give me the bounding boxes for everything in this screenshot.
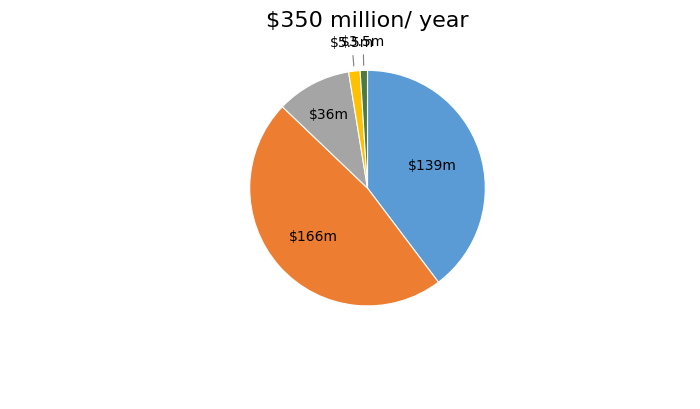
Wedge shape <box>360 70 368 188</box>
Text: $3.5m: $3.5m <box>341 35 385 65</box>
Title: $350 million/ year: $350 million/ year <box>266 11 469 31</box>
Wedge shape <box>282 72 368 188</box>
Wedge shape <box>368 70 485 282</box>
Wedge shape <box>349 71 368 188</box>
Text: $166m: $166m <box>288 230 337 244</box>
Text: $139m: $139m <box>408 160 456 173</box>
Text: $36m: $36m <box>309 108 349 122</box>
Text: $5.5m: $5.5m <box>330 36 374 66</box>
Wedge shape <box>250 107 438 306</box>
